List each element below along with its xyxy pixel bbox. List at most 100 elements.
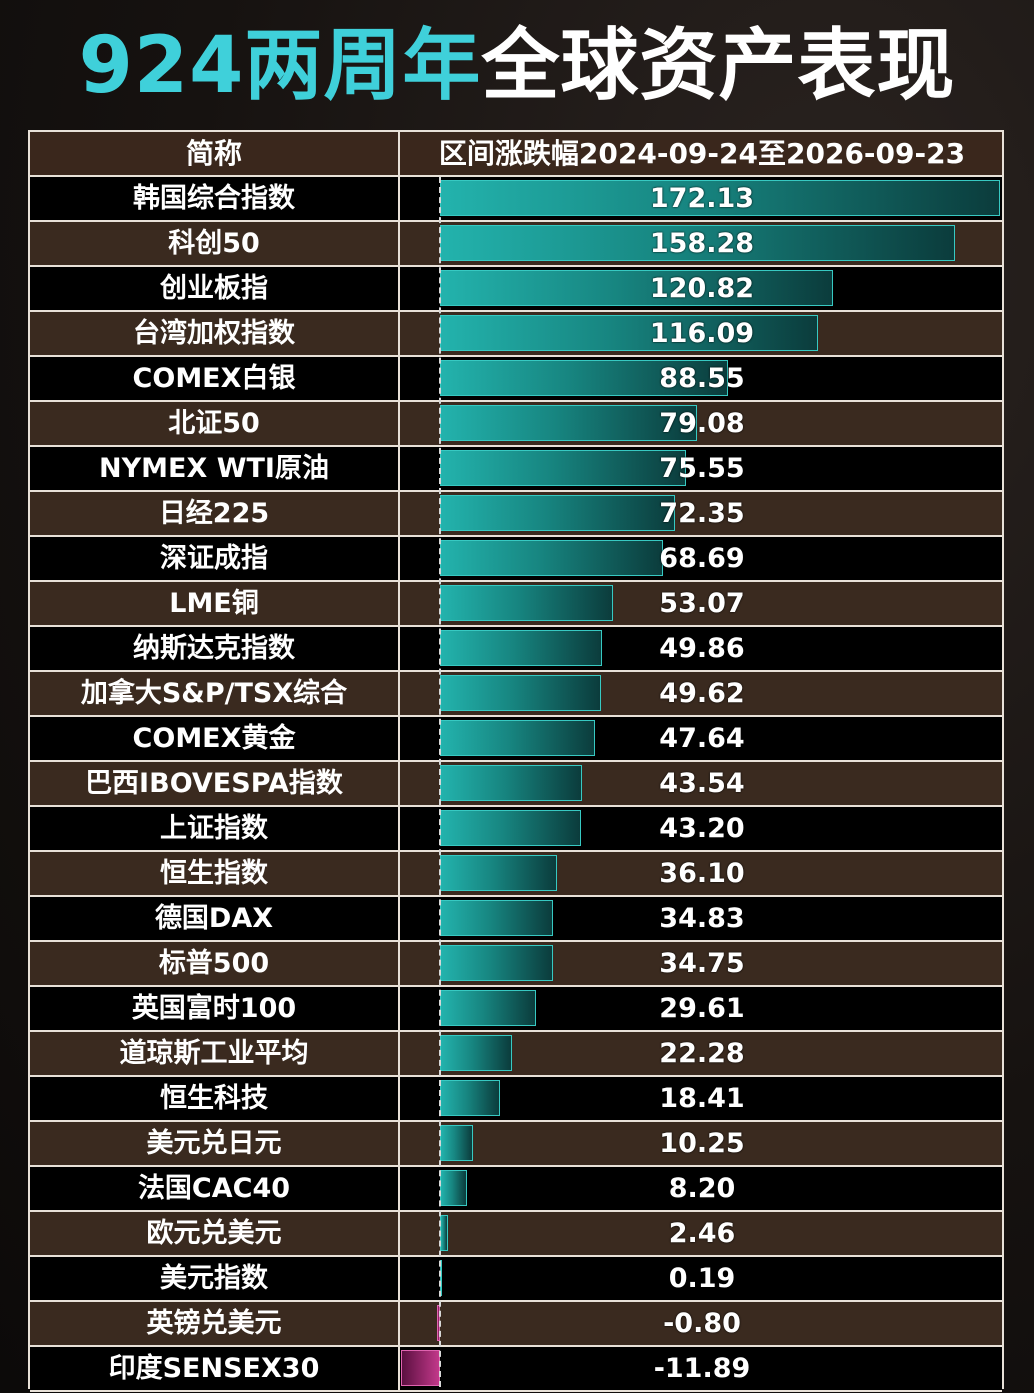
table-row: 德国DAX 34.83 <box>30 897 1002 942</box>
row-name: COMEX黄金 <box>30 717 400 760</box>
row-name: 恒生指数 <box>30 852 400 895</box>
table-row: 巴西IBOVESPA指数 43.54 <box>30 762 1002 807</box>
data-label: 10.25 <box>659 1128 745 1159</box>
bar <box>440 900 554 936</box>
row-name: 台湾加权指数 <box>30 312 400 355</box>
bar <box>440 810 581 846</box>
table-row: LME铜 53.07 <box>30 582 1002 627</box>
row-name: 韩国综合指数 <box>30 177 400 220</box>
data-label: 36.10 <box>659 858 745 889</box>
title-part-2: 全球资产表现 <box>481 21 956 111</box>
bar <box>440 765 582 801</box>
table-row: 印度SENSEX30 -11.89 <box>30 1347 1002 1392</box>
row-name: 创业板指 <box>30 267 400 310</box>
row-name: LME铜 <box>30 582 400 625</box>
bar <box>440 495 676 531</box>
table-row: 台湾加权指数 116.09 <box>30 312 1002 357</box>
bar <box>440 990 537 1026</box>
table-row: 道琼斯工业平均 22.28 <box>30 1032 1002 1077</box>
data-label: -11.89 <box>653 1353 751 1384</box>
header-name: 简称 <box>30 132 400 175</box>
row-name: 美元兑日元 <box>30 1122 400 1165</box>
table-row: 美元兑日元 10.25 <box>30 1122 1002 1167</box>
data-label: 18.41 <box>659 1083 745 1114</box>
data-label: 49.62 <box>659 678 745 709</box>
row-name: 英国富时100 <box>30 987 400 1030</box>
data-label: 43.54 <box>659 768 745 799</box>
data-label: 172.13 <box>649 183 755 214</box>
bar <box>440 585 613 621</box>
zero-axis-line <box>439 177 441 1387</box>
table-row: 上证指数 43.20 <box>30 807 1002 852</box>
data-label: 116.09 <box>649 318 755 349</box>
data-label: 75.55 <box>659 453 745 484</box>
bar <box>440 315 818 351</box>
data-label: 8.20 <box>668 1173 736 1204</box>
data-label: 47.64 <box>659 723 745 754</box>
table-row: 恒生指数 36.10 <box>30 852 1002 897</box>
row-name: 深证成指 <box>30 537 400 580</box>
row-name: 道琼斯工业平均 <box>30 1032 400 1075</box>
data-label: 29.61 <box>659 993 745 1024</box>
row-name: 印度SENSEX30 <box>30 1347 400 1390</box>
table-header: 简称 区间涨跌幅2024-09-24至2026-09-23 <box>30 132 1002 177</box>
table-row: 英国富时100 29.61 <box>30 987 1002 1032</box>
data-label: 88.55 <box>659 363 745 394</box>
table-row: 法国CAC40 8.20 <box>30 1167 1002 1212</box>
table-row: 加拿大S&P/TSX综合 49.62 <box>30 672 1002 717</box>
data-label: 79.08 <box>659 408 745 439</box>
table-row: 欧元兑美元 2.46 <box>30 1212 1002 1257</box>
table-row: 英镑兑美元 -0.80 <box>30 1302 1002 1347</box>
data-label: 22.28 <box>659 1038 745 1069</box>
performance-table: 简称 区间涨跌幅2024-09-24至2026-09-23 韩国综合指数 172.… <box>28 130 1004 1392</box>
data-label: -0.80 <box>663 1308 741 1339</box>
bar <box>440 1080 500 1116</box>
row-name: 加拿大S&P/TSX综合 <box>30 672 400 715</box>
table-row: 北证50 79.08 <box>30 402 1002 447</box>
row-name: 上证指数 <box>30 807 400 850</box>
data-label: 34.83 <box>659 903 745 934</box>
row-name: COMEX白银 <box>30 357 400 400</box>
data-label: 68.69 <box>659 543 745 574</box>
data-label: 120.82 <box>649 273 755 304</box>
bar <box>440 180 1000 216</box>
data-label: 34.75 <box>659 948 745 979</box>
row-name: 欧元兑美元 <box>30 1212 400 1255</box>
bar <box>440 855 558 891</box>
table-row: 恒生科技 18.41 <box>30 1077 1002 1122</box>
title-part-1: 924两周年 <box>78 21 482 111</box>
data-label: 158.28 <box>649 228 755 259</box>
table-row: 深证成指 68.69 <box>30 537 1002 582</box>
table-row: 标普500 34.75 <box>30 942 1002 987</box>
data-label: 43.20 <box>659 813 745 844</box>
row-name: 标普500 <box>30 942 400 985</box>
bar <box>440 360 729 396</box>
bar <box>440 720 595 756</box>
table-row: 创业板指 120.82 <box>30 267 1002 312</box>
data-label: 2.46 <box>668 1218 736 1249</box>
data-label: 72.35 <box>659 498 745 529</box>
table-row: NYMEX WTI原油 75.55 <box>30 447 1002 492</box>
row-name: NYMEX WTI原油 <box>30 447 400 490</box>
row-name: 北证50 <box>30 402 400 445</box>
page-title: 924两周年 全球资产表现 <box>0 0 1034 118</box>
row-name: 科创50 <box>30 222 400 265</box>
bar <box>440 945 554 981</box>
row-name: 纳斯达克指数 <box>30 627 400 670</box>
bar <box>440 540 664 576</box>
table-row: 纳斯达克指数 49.86 <box>30 627 1002 672</box>
data-label: 49.86 <box>659 633 745 664</box>
row-name: 德国DAX <box>30 897 400 940</box>
bar <box>440 630 603 666</box>
bar <box>440 675 602 711</box>
table-row: 日经225 72.35 <box>30 492 1002 537</box>
row-name: 恒生科技 <box>30 1077 400 1120</box>
row-name: 法国CAC40 <box>30 1167 400 1210</box>
row-name: 巴西IBOVESPA指数 <box>30 762 400 805</box>
row-name: 美元指数 <box>30 1257 400 1300</box>
row-name: 日经225 <box>30 492 400 535</box>
bar <box>440 405 698 441</box>
table-row: 美元指数 0.19 <box>30 1257 1002 1302</box>
table-row: 韩国综合指数 172.13 <box>30 177 1002 222</box>
